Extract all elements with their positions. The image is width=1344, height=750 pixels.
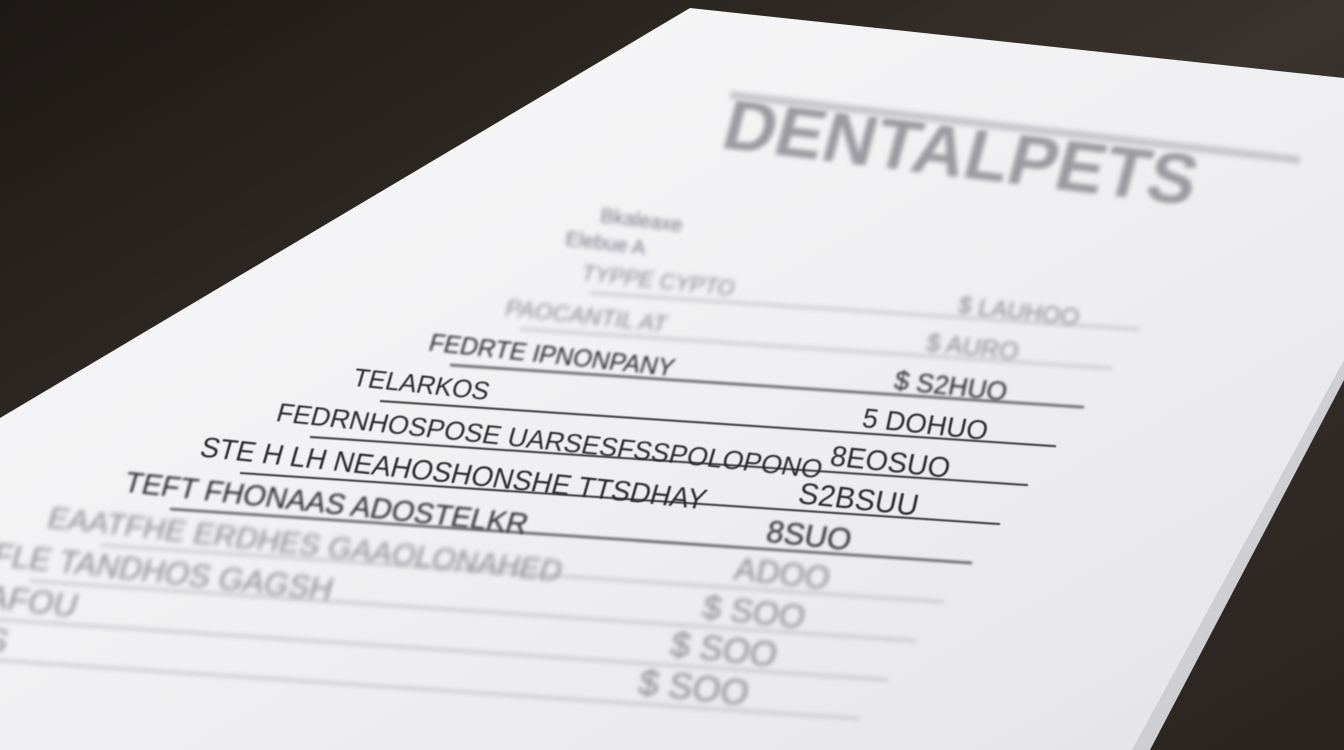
row-divider — [589, 292, 1141, 331]
row-divider — [0, 659, 861, 720]
row-divider — [99, 544, 945, 603]
heading-rule — [729, 91, 1301, 164]
row-divider — [519, 328, 1113, 370]
row-divider — [29, 580, 917, 642]
row-divider — [449, 364, 1085, 409]
row-divider — [0, 618, 889, 681]
row-divider — [309, 436, 1029, 487]
row-divider — [239, 472, 1001, 526]
row-divider — [379, 400, 1057, 448]
row-divider — [169, 508, 973, 565]
